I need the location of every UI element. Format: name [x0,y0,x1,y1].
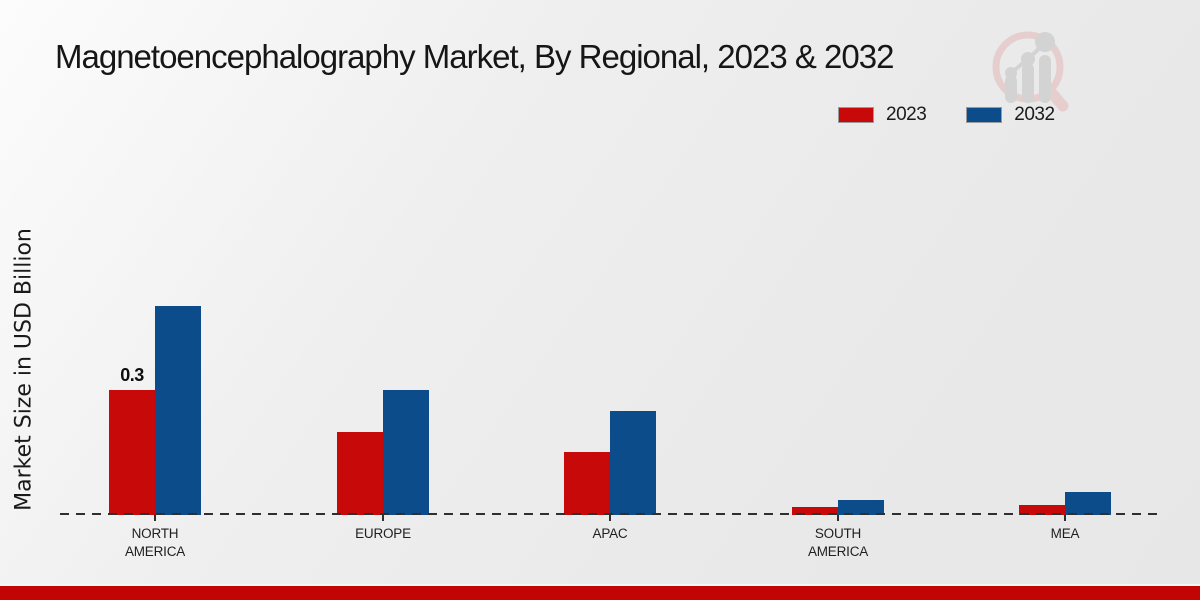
x-axis-tick [609,515,611,521]
x-axis-tick [154,515,156,521]
x-axis-tick [382,515,384,521]
footer-accent-bar [0,584,1200,600]
bar-2023-mea [1019,505,1065,515]
legend-swatch-2032 [966,107,1003,123]
x-axis-baseline [60,513,1160,515]
legend-label-2023: 2023 [886,104,927,125]
bar-2023-apac [564,452,610,515]
bar-2023-north-america [109,390,155,515]
bar-2032-north-america [155,306,201,515]
x-axis-category-label: NORTH AMERICA [124,526,186,559]
bar-2032-apac [610,411,656,515]
chart-title: Magnetoencephalography Market, By Region… [55,38,894,75]
x-axis-category-label: APAC [592,526,628,541]
x-axis-tick [837,515,839,521]
bar-2023-europe [337,432,383,515]
legend: 2023 2032 [838,104,1055,126]
legend-label-2032: 2032 [1014,104,1055,125]
bar-2032-europe [383,390,429,515]
legend-swatch-2023 [838,107,874,123]
bar-2032-mea [1065,492,1111,515]
bar-value-label: 0.3 [120,365,144,385]
bar-2032-south-america [838,500,884,515]
legend-item-2023: 2023 [838,104,927,126]
magnifier-bar-chart-logo-icon [992,31,1069,112]
x-axis-category-label: MEA [1050,526,1080,541]
legend-item-2032: 2032 [966,104,1055,126]
x-axis-category-label: EUROPE [355,526,411,541]
x-axis-tick [1064,515,1066,521]
x-axis-category-label: SOUTH AMERICA [807,526,869,559]
bar-2023-south-america [792,507,838,515]
